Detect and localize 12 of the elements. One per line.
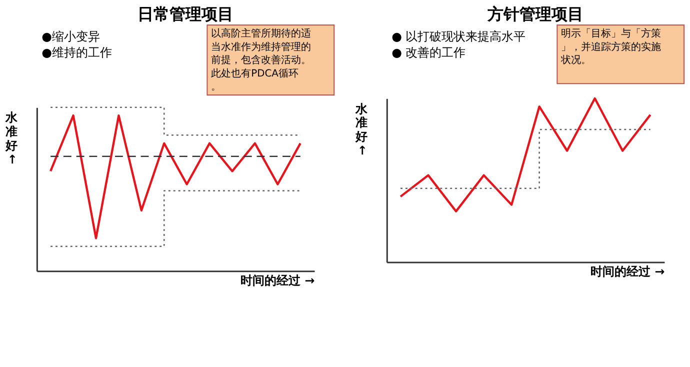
text: ● 改善的工作	[392, 45, 466, 60]
text: ●缩小变异	[42, 29, 100, 44]
chart-title: 日常管理项目	[137, 4, 234, 24]
text: 以高阶主管所期待的适当水准作为维持管理的前提，包含改善活动。此处也有PDCA循环。	[211, 28, 312, 92]
y-axis-title: 水准好↑	[354, 102, 368, 158]
chart-title: 方针管理项目	[486, 4, 584, 24]
x-axis-title: 时间的经过 →	[240, 273, 315, 288]
text: ● 以打破现状来提高水平	[392, 29, 526, 44]
y-axis-title: 水准好↑	[4, 110, 18, 166]
text: ●维持的工作	[42, 45, 112, 60]
x-axis-title: 时间的经过 →	[590, 264, 665, 278]
text: 明示「目标」与「方策」，并追踪方策的实施状况。	[560, 28, 662, 66]
